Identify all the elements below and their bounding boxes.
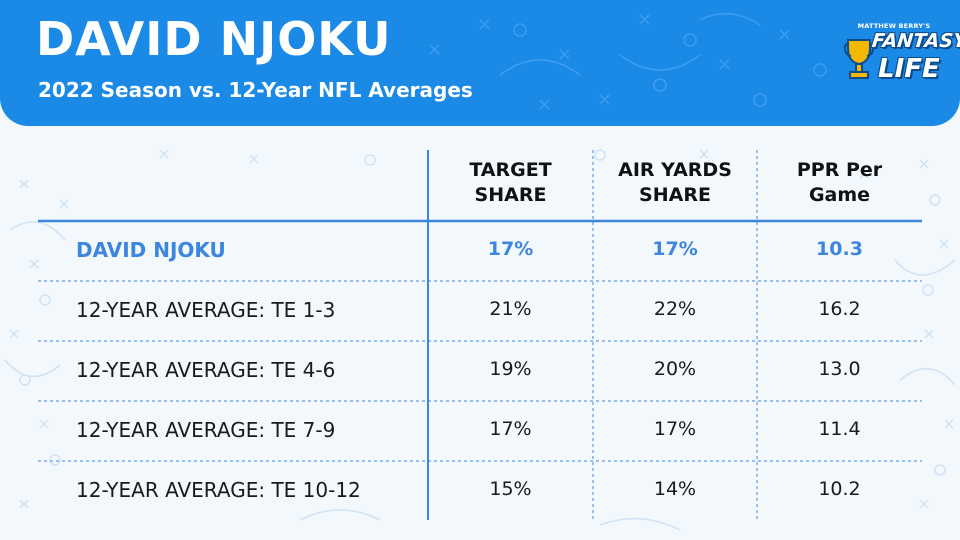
- logo-word-fantasy: FANTASY: [870, 30, 960, 52]
- column-header-target-share: TARGET SHARE: [469, 159, 552, 206]
- page-subtitle: 2022 Season vs. 12-Year NFL Averages: [38, 78, 473, 102]
- row-label-david-njoku: DAVID NJOKU: [76, 238, 226, 262]
- row-label-te-10-12: 12-YEAR AVERAGE: TE 10-12: [76, 478, 361, 502]
- table-grid-lines: [38, 150, 922, 520]
- cell-air-yards-share: 22%: [653, 298, 697, 320]
- cell-target-share: 17%: [487, 238, 534, 260]
- cell-target-share: 21%: [489, 298, 532, 320]
- cell-ppr-per-game: 11.4: [818, 418, 861, 440]
- cell-target-share: 17%: [489, 418, 532, 440]
- fantasy-life-logo: MATTHEW BERRY'S FANTASY LIFE: [838, 22, 960, 98]
- column-header-air-yards-share: AIR YARDS SHARE: [618, 159, 732, 206]
- logo-word-life: LIFE: [878, 54, 940, 84]
- cell-air-yards-share: 14%: [653, 478, 697, 500]
- header-banner: DAVID NJOKU 2022 Season vs. 12-Year NFL …: [0, 0, 960, 126]
- page-title: DAVID NJOKU: [36, 12, 392, 66]
- row-label-te-4-6: 12-YEAR AVERAGE: TE 4-6: [76, 358, 336, 382]
- logo-top-text: MATTHEW BERRY'S: [857, 22, 931, 30]
- row-label-te-7-9: 12-YEAR AVERAGE: TE 7-9: [76, 418, 336, 442]
- cell-ppr-per-game: 16.2: [818, 298, 861, 320]
- trophy-icon: [844, 39, 874, 79]
- cell-air-yards-share: 17%: [653, 418, 697, 440]
- header-pattern: [429, 12, 827, 110]
- cell-air-yards-share: 20%: [653, 358, 697, 380]
- cell-ppr-per-game: 10.2: [818, 478, 861, 500]
- stats-table: TARGET SHARE AIR YARDS SHARE PPR Per Gam…: [0, 140, 960, 540]
- cell-target-share: 15%: [489, 478, 532, 500]
- column-header-ppr-per-game: PPR Per Game: [796, 159, 883, 206]
- row-label-te-1-3: 12-YEAR AVERAGE: TE 1-3: [76, 298, 336, 322]
- cell-ppr-per-game: 10.3: [816, 238, 863, 260]
- cell-air-yards-share: 17%: [652, 238, 698, 260]
- cell-ppr-per-game: 13.0: [818, 358, 861, 380]
- cell-target-share: 19%: [489, 358, 532, 380]
